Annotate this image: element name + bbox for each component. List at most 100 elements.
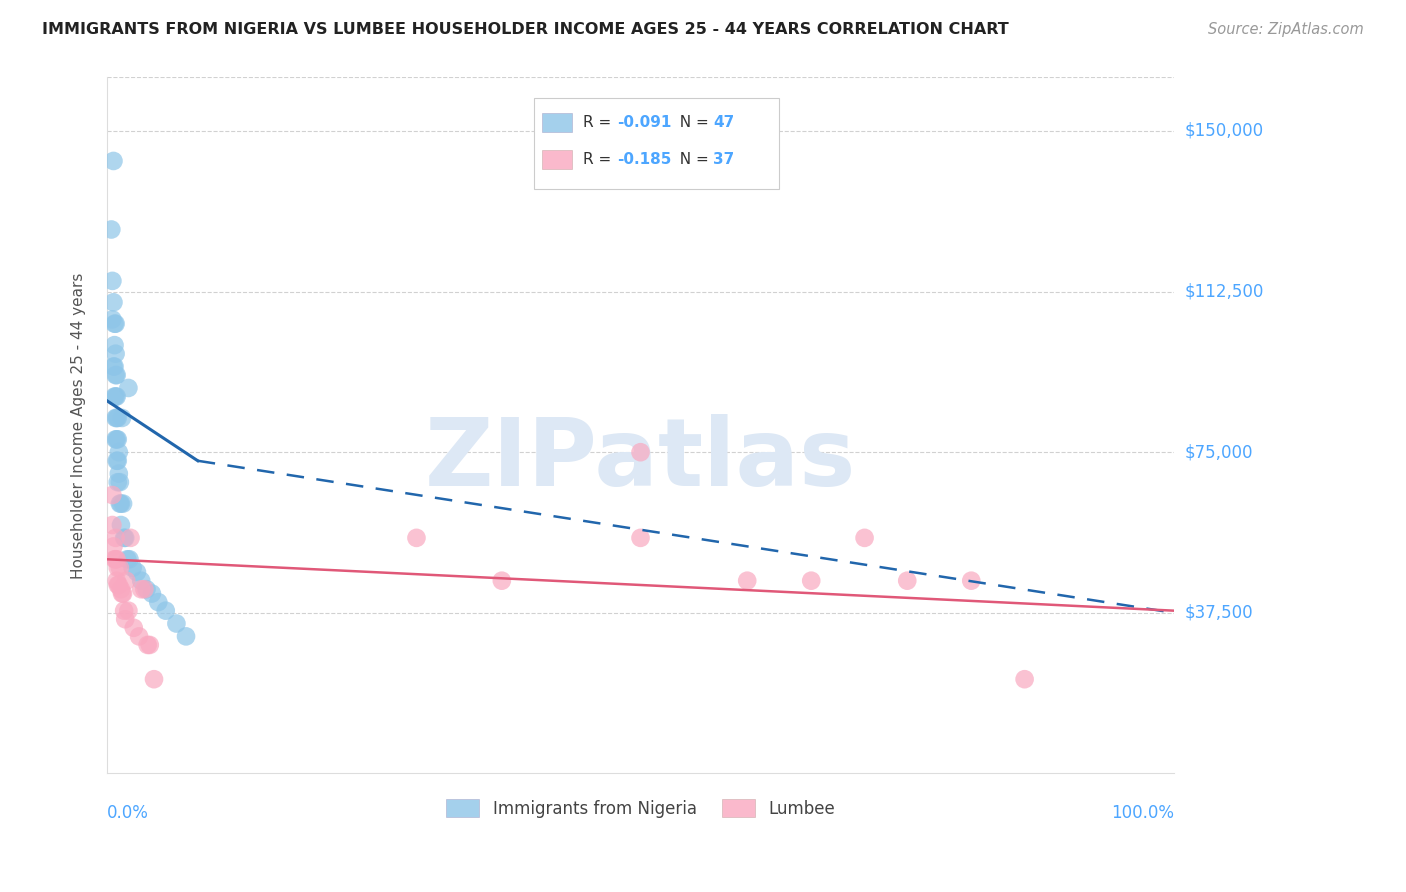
Point — [491, 574, 513, 588]
Point — [134, 582, 156, 597]
Y-axis label: Householder Income Ages 25 - 44 years: Householder Income Ages 25 - 44 years — [72, 272, 86, 579]
Point — [114, 531, 136, 545]
Point — [108, 467, 131, 481]
Point — [103, 338, 125, 352]
Point — [103, 359, 125, 374]
Point — [122, 621, 145, 635]
Point — [107, 433, 129, 447]
Point — [103, 359, 125, 374]
Point — [104, 411, 127, 425]
Point — [107, 578, 129, 592]
Point — [107, 561, 129, 575]
Point — [103, 552, 125, 566]
Point — [101, 274, 124, 288]
Point — [111, 411, 134, 425]
Point — [107, 454, 129, 468]
Point — [143, 672, 166, 686]
Point — [800, 574, 823, 588]
Point — [174, 629, 197, 643]
Text: 0.0%: 0.0% — [107, 804, 149, 822]
Point — [105, 390, 128, 404]
Point — [129, 582, 152, 597]
Point — [735, 574, 758, 588]
Point — [120, 531, 142, 545]
Point — [103, 540, 125, 554]
Point — [105, 433, 128, 447]
Point — [111, 586, 134, 600]
Point — [100, 222, 122, 236]
Text: 100.0%: 100.0% — [1111, 804, 1174, 822]
Point — [165, 616, 187, 631]
Text: -0.091: -0.091 — [617, 115, 672, 130]
Point — [105, 552, 128, 566]
Point — [630, 531, 652, 545]
Point — [101, 312, 124, 326]
Point — [129, 574, 152, 588]
Point — [103, 153, 125, 168]
Point — [128, 629, 150, 643]
Point — [108, 561, 131, 575]
Point — [103, 390, 125, 404]
Point — [101, 518, 124, 533]
Text: N =: N = — [671, 152, 714, 167]
Point — [135, 582, 157, 597]
Point — [115, 574, 138, 588]
FancyBboxPatch shape — [534, 98, 779, 189]
Point — [118, 552, 141, 566]
Point — [104, 552, 127, 566]
Point — [110, 582, 132, 597]
Point — [105, 454, 128, 468]
Point — [1014, 672, 1036, 686]
Point — [103, 317, 125, 331]
Point — [107, 475, 129, 490]
Point — [405, 531, 427, 545]
Point — [112, 531, 135, 545]
Point — [108, 578, 131, 592]
Point — [117, 552, 139, 566]
Point — [896, 574, 918, 588]
Point — [121, 561, 143, 575]
Point — [853, 531, 876, 545]
Point — [104, 433, 127, 447]
Point — [107, 411, 129, 425]
Point — [105, 574, 128, 588]
Text: $37,500: $37,500 — [1185, 604, 1254, 622]
Point — [148, 595, 170, 609]
Point — [112, 497, 135, 511]
Point — [104, 317, 127, 331]
Text: $112,500: $112,500 — [1185, 283, 1264, 301]
Point — [112, 604, 135, 618]
Point — [125, 565, 148, 579]
Point — [108, 445, 131, 459]
Text: $150,000: $150,000 — [1185, 122, 1264, 140]
Point — [112, 586, 135, 600]
Point — [110, 497, 132, 511]
Point — [136, 638, 159, 652]
Point — [108, 497, 131, 511]
Text: R =: R = — [583, 152, 616, 167]
Text: R =: R = — [583, 115, 616, 130]
Point — [108, 475, 131, 490]
Point — [104, 368, 127, 383]
Text: 47: 47 — [713, 115, 734, 130]
Legend: Immigrants from Nigeria, Lumbee: Immigrants from Nigeria, Lumbee — [439, 793, 842, 824]
Text: N =: N = — [671, 115, 714, 130]
Point — [101, 488, 124, 502]
Point — [104, 347, 127, 361]
Point — [105, 368, 128, 383]
Text: $75,000: $75,000 — [1185, 443, 1254, 461]
Point — [155, 604, 177, 618]
Point — [104, 531, 127, 545]
Point — [117, 604, 139, 618]
Point — [139, 638, 162, 652]
Point — [105, 411, 128, 425]
Text: Source: ZipAtlas.com: Source: ZipAtlas.com — [1208, 22, 1364, 37]
Bar — [543, 113, 572, 132]
Text: 37: 37 — [713, 152, 734, 167]
Point — [104, 390, 127, 404]
Point — [114, 612, 136, 626]
Text: -0.185: -0.185 — [617, 152, 672, 167]
Point — [117, 381, 139, 395]
Text: IMMIGRANTS FROM NIGERIA VS LUMBEE HOUSEHOLDER INCOME AGES 25 - 44 YEARS CORRELAT: IMMIGRANTS FROM NIGERIA VS LUMBEE HOUSEH… — [42, 22, 1010, 37]
Point — [103, 295, 125, 310]
